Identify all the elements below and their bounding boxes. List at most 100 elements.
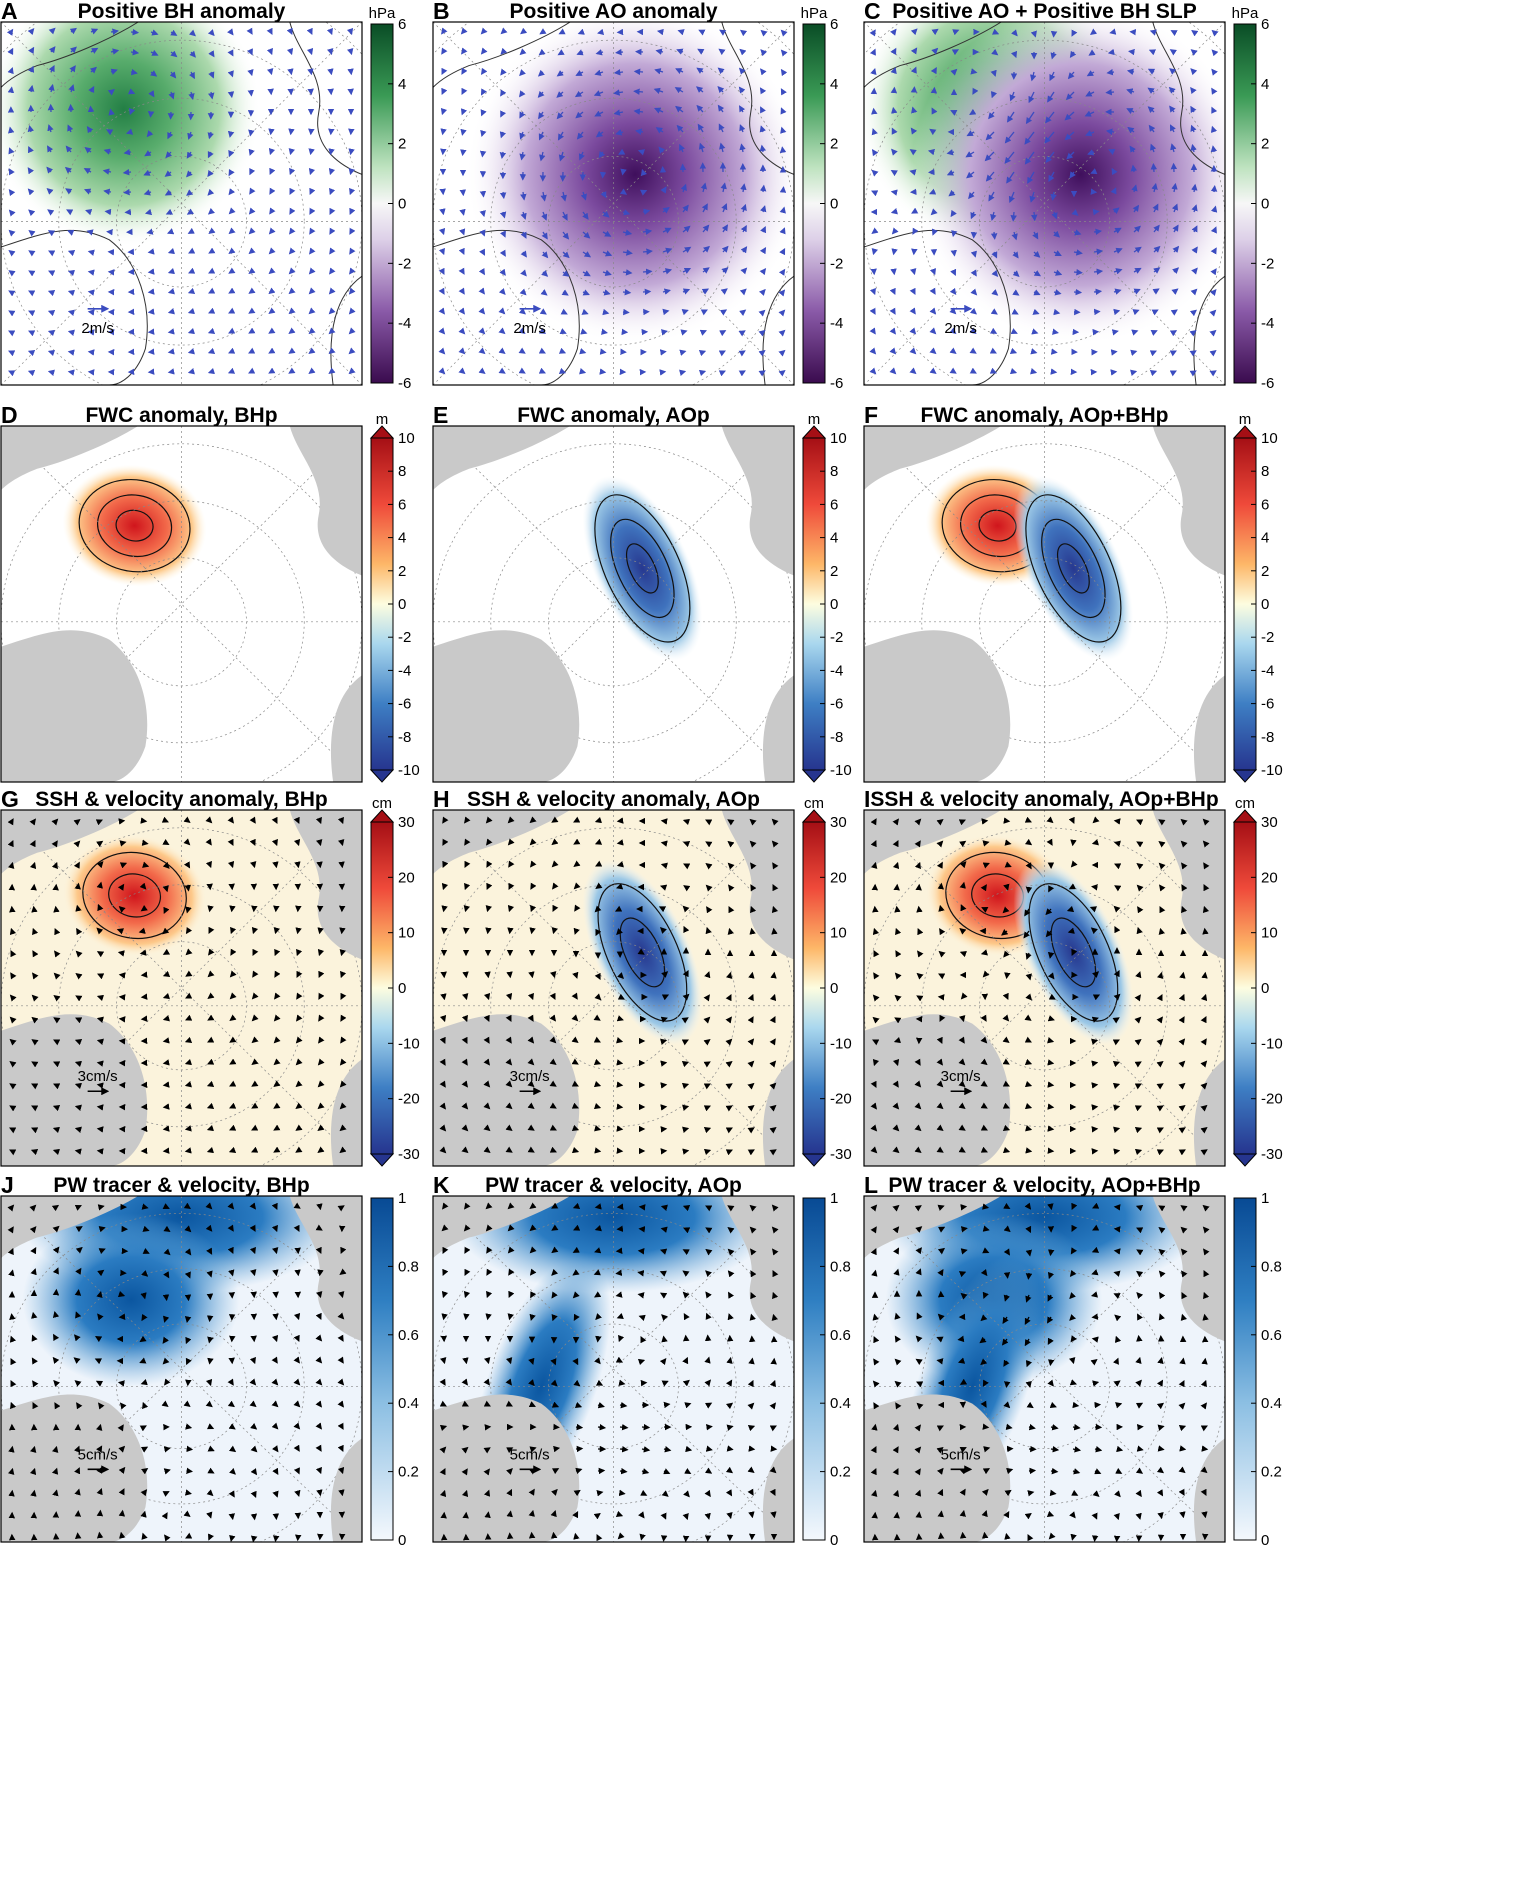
velocity-arrow xyxy=(65,188,73,195)
velocity-arrow xyxy=(916,995,924,1002)
velocity-arrow xyxy=(676,124,684,133)
velocity-arrow xyxy=(207,1336,214,1344)
velocity-arrow xyxy=(1129,145,1136,153)
velocity-arrow xyxy=(1049,1489,1057,1497)
velocity-arrow xyxy=(1088,49,1096,56)
velocity-arrow xyxy=(480,109,487,117)
velocity-arrow xyxy=(463,905,470,913)
velocity-arrow xyxy=(1050,1446,1060,1453)
velocity-arrow xyxy=(53,1017,61,1024)
velocity-arrow xyxy=(980,1400,987,1408)
velocity-arrow xyxy=(1002,992,1009,1000)
velocity-arrow xyxy=(1178,993,1185,1002)
velocity-arrow xyxy=(271,816,278,824)
velocity-arrow xyxy=(1200,1016,1207,1024)
velocity-arrow xyxy=(251,926,259,935)
velocity-arrow xyxy=(740,246,748,254)
velocity-arrow xyxy=(917,928,924,936)
velocity-arrow xyxy=(702,267,710,274)
colorbar-tick-label: 0.6 xyxy=(1261,1327,1282,1344)
velocity-arrow xyxy=(760,205,767,213)
velocity-arrow xyxy=(575,70,584,76)
velocity-arrow xyxy=(682,1104,690,1111)
colorbar-tick-label: -10 xyxy=(398,762,420,779)
velocity-arrow xyxy=(227,130,235,138)
velocity-arrow xyxy=(1069,50,1077,58)
velocity-arrow xyxy=(557,131,565,141)
velocity-arrow xyxy=(946,149,955,156)
velocity-arrow xyxy=(439,1080,446,1088)
panel-letter: D xyxy=(1,402,18,428)
velocity-arrow xyxy=(1105,128,1115,135)
velocity-arrow xyxy=(706,1423,713,1431)
velocity-arrow xyxy=(67,309,75,316)
velocity-arrow xyxy=(593,1014,601,1021)
velocity-arrow xyxy=(54,928,61,936)
velocity-arrow xyxy=(1091,1246,1100,1253)
velocity-arrow xyxy=(703,1083,711,1090)
velocity-arrow xyxy=(700,309,708,316)
velocity-arrow xyxy=(74,1126,82,1133)
velocity-arrow xyxy=(117,1380,125,1387)
colorbar-tick-label: -6 xyxy=(830,696,843,713)
velocity-arrow xyxy=(184,1058,193,1066)
velocity-arrow xyxy=(9,1105,17,1112)
colorbar-tick-label: 20 xyxy=(398,869,415,886)
velocity-arrow xyxy=(747,1127,755,1134)
velocity-arrow xyxy=(779,206,786,214)
velocity-arrow xyxy=(1025,1249,1033,1257)
colorbar-tick-label: -2 xyxy=(1261,629,1274,646)
velocity-arrow xyxy=(315,1224,323,1231)
velocity-arrow xyxy=(308,287,316,295)
velocity-arrow xyxy=(458,307,465,315)
velocity-arrow xyxy=(910,47,918,55)
velocity-arrow xyxy=(633,68,644,76)
velocity-arrow xyxy=(95,819,103,826)
velocity-arrow xyxy=(695,86,704,93)
velocity-arrow xyxy=(530,882,537,890)
velocity-arrow xyxy=(129,107,136,116)
velocity-arrow xyxy=(1191,29,1199,37)
velocity-arrow xyxy=(1027,171,1035,184)
velocity-arrow xyxy=(207,347,216,354)
velocity-arrow xyxy=(66,209,74,216)
velocity-arrow xyxy=(139,949,147,956)
colorbar-tick-label: -10 xyxy=(830,1035,852,1052)
velocity-arrow xyxy=(560,191,567,202)
colorbar-tick-label: 0.6 xyxy=(398,1327,419,1344)
velocity-arrow xyxy=(550,1531,558,1539)
velocity-arrow xyxy=(208,227,216,234)
velocity-arrow xyxy=(518,367,526,374)
velocity-arrow xyxy=(703,1105,711,1112)
velocity-arrow xyxy=(1091,1038,1099,1045)
velocity-arrow xyxy=(208,91,215,100)
velocity-arrow xyxy=(660,186,667,194)
colorbar xyxy=(1233,1197,1257,1541)
colorbar-tick-label: 4 xyxy=(1261,76,1269,93)
velocity-arrow xyxy=(349,207,356,215)
velocity-arrow xyxy=(507,1313,514,1321)
colorbar-tick-label: 2 xyxy=(1261,563,1269,580)
velocity-arrow xyxy=(315,1444,322,1452)
panel-title: FWC anomaly, BHp xyxy=(85,404,277,427)
velocity-arrow xyxy=(208,71,215,79)
velocity-arrow xyxy=(705,1445,713,1452)
velocity-arrow xyxy=(10,1401,17,1410)
velocity-arrow xyxy=(593,1080,602,1088)
velocity-arrow xyxy=(228,287,236,294)
velocity-arrow xyxy=(295,1124,303,1131)
colorbar-tick-label: 10 xyxy=(398,430,415,447)
velocity-arrow xyxy=(579,368,587,375)
velocity-arrow xyxy=(150,70,158,77)
velocity-arrow xyxy=(575,1423,584,1431)
velocity-arrow xyxy=(594,69,604,76)
velocity-arrow xyxy=(27,28,35,36)
velocity-arrow xyxy=(682,246,692,254)
velocity-arrow xyxy=(8,147,15,155)
velocity-arrow xyxy=(228,1146,237,1153)
land-greenland xyxy=(1,229,148,385)
velocity-arrow xyxy=(1106,68,1115,76)
velocity-arrow xyxy=(910,28,918,36)
velocity-arrow xyxy=(97,973,105,980)
velocity-arrow xyxy=(10,1358,17,1366)
